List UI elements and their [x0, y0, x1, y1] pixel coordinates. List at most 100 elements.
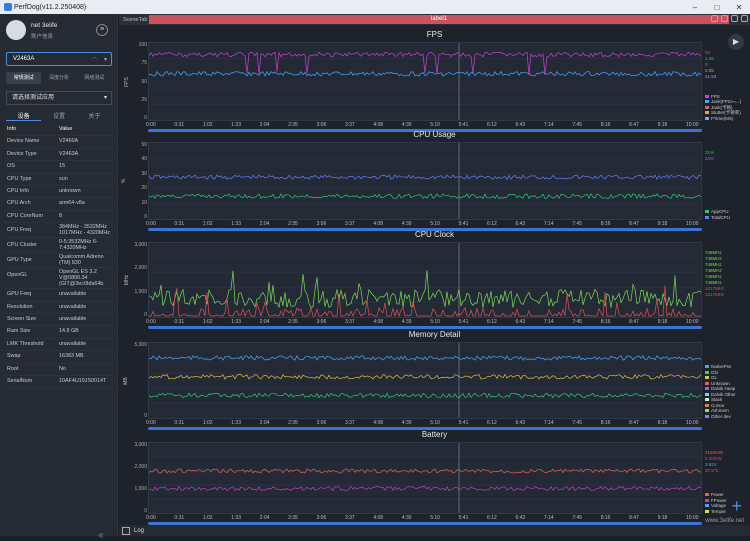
- legend-item[interactable]: Temper: [705, 509, 727, 515]
- scene-label[interactable]: label1: [149, 15, 729, 24]
- tab-about[interactable]: 关于: [88, 114, 101, 120]
- current-value: 748MHz: [705, 274, 722, 279]
- series-line: [149, 285, 704, 318]
- x-tick-label: 6:43: [515, 319, 526, 325]
- time-range-scrollbar[interactable]: [148, 427, 702, 430]
- avatar[interactable]: [6, 20, 26, 40]
- series-line: [148, 174, 704, 181]
- info-key: OpenGL: [7, 272, 28, 279]
- current-value: 2160mW: [705, 450, 724, 455]
- settings-icon[interactable]: ≡: [96, 24, 108, 36]
- legend-item[interactable]: Dalvik Other: [705, 392, 736, 398]
- scene-tab[interactable]: SceneTab: [123, 16, 148, 23]
- legend-label: Dalvik Other: [711, 391, 736, 397]
- legend-item[interactable]: Power: [705, 492, 727, 498]
- plot-area[interactable]: [148, 242, 704, 319]
- legend-label: Temper: [711, 508, 727, 514]
- time-range-scrollbar[interactable]: [148, 129, 702, 132]
- status-bar: Log: [119, 525, 750, 536]
- table-row: SerialNum 10AF4U19JS0014T: [4, 376, 114, 389]
- y-tick-label: 10: [141, 199, 147, 206]
- table-row: Device Name V2460A: [4, 136, 114, 149]
- play-button[interactable]: ▶: [728, 34, 744, 50]
- time-range-scrollbar[interactable]: [148, 326, 702, 329]
- y-tick-label: 50: [141, 142, 147, 148]
- x-tick-label: 1:02: [202, 319, 213, 325]
- current-values: 748MHz 748MHz 748MHz 748MHz 748MHz 748MHz 1017…: [705, 250, 724, 298]
- legend-item[interactable]: FPower: [705, 498, 727, 504]
- legend-item[interactable]: Ashmem: [705, 408, 736, 414]
- legend-item[interactable]: TotalCPU: [705, 215, 730, 221]
- close-button[interactable]: ✕: [735, 2, 743, 12]
- device-name: V2463A: [13, 56, 35, 62]
- x-tick-label: 4:39: [401, 221, 412, 227]
- location-icon[interactable]: [711, 15, 718, 22]
- plot-area[interactable]: [148, 342, 704, 420]
- legend-item[interactable]: NativePss: [705, 364, 736, 370]
- x-tick-label: 6:12: [487, 122, 497, 128]
- time-range-scrollbar[interactable]: [148, 522, 702, 525]
- legend-item[interactable]: GL: [705, 375, 736, 381]
- y-tick-label: 40: [141, 156, 147, 163]
- legend-item[interactable]: Jank(FPS>=...): [705, 99, 741, 105]
- chart-title: CPU Clock: [414, 230, 455, 239]
- legend-item[interactable]: FTime(MS): [705, 116, 741, 122]
- mode-tabs: 常规测试 深度分析 网络测试: [6, 72, 112, 84]
- legend-item[interactable]: Unknown: [705, 381, 736, 387]
- maximize-button[interactable]: □: [714, 2, 720, 12]
- legend-item[interactable]: Other dev: [705, 414, 736, 420]
- tab-deep-analysis[interactable]: 深度分析: [48, 75, 69, 81]
- x-tick-label: 5:10: [430, 319, 440, 325]
- x-tick-label: 1:33: [231, 122, 241, 128]
- table-row: CPU Arch arm64-v8a: [4, 198, 114, 211]
- x-tick-label: 3:06: [316, 221, 327, 227]
- legend-swatch: [705, 392, 709, 396]
- legend-swatch: [705, 116, 709, 120]
- tab-settings[interactable]: 设置: [52, 114, 65, 120]
- legend-item[interactable]: Voltage: [705, 503, 727, 509]
- x-tick-label: 9:18: [657, 420, 668, 426]
- current-values: 2160mW 0.30mW 3.82V 37.5°C: [705, 450, 723, 474]
- log-label[interactable]: Log: [134, 527, 145, 534]
- add-chart-button[interactable]: +: [731, 496, 742, 516]
- info-tabs: 设备 设置 关于: [6, 111, 112, 121]
- info-key: Device Name: [7, 138, 40, 145]
- legend-item[interactable]: AppCPU: [705, 209, 730, 215]
- log-icon[interactable]: [122, 526, 130, 535]
- current-value: 90: [705, 50, 711, 55]
- x-tick-label: 0:00: [146, 221, 156, 227]
- device-selector[interactable]: V2463A ◠ ▾: [6, 52, 112, 66]
- legend-item[interactable]: Gfx: [705, 370, 736, 376]
- legend-item[interactable]: FPS: [705, 94, 741, 100]
- info-key: OS: [7, 163, 15, 170]
- legend-item[interactable]: Dalvik Heap: [705, 386, 736, 392]
- tab-device[interactable]: 设备: [6, 111, 42, 121]
- tab-network-test[interactable]: 网络测试: [84, 75, 105, 81]
- current-value: 1017MHz: [705, 286, 725, 291]
- clock-icon[interactable]: [721, 15, 728, 22]
- app-select[interactable]: 请选择测试应用 ▾: [6, 91, 112, 105]
- table-row: Screen Size unavailable: [4, 314, 114, 327]
- current-value: 748MHz: [705, 262, 722, 267]
- legend-item[interactable]: Stutter(卡顿率): [705, 110, 741, 116]
- share-icon[interactable]: [731, 15, 738, 22]
- plot-area[interactable]: [148, 142, 704, 221]
- x-tick-label: 2:04: [259, 221, 270, 227]
- plot-area[interactable]: [148, 42, 704, 122]
- legend-item[interactable]: Cursor: [705, 403, 736, 409]
- chart-legend: Power FPower Voltage Temper: [705, 492, 727, 514]
- minimize-button[interactable]: –: [692, 2, 698, 12]
- table-header: Info Value: [4, 124, 114, 137]
- y-tick-label: 0: [144, 413, 147, 419]
- legend-swatch: [705, 210, 709, 214]
- time-range-scrollbar[interactable]: [148, 228, 702, 231]
- legend-item[interactable]: Jank(卡顿): [705, 105, 741, 111]
- plot-area[interactable]: [148, 442, 704, 515]
- account-info-link[interactable]: 账户信息: [31, 34, 54, 40]
- series-line: [148, 468, 704, 474]
- legend-item[interactable]: Stack: [705, 397, 736, 403]
- tab-normal-test[interactable]: 常规测试: [6, 72, 42, 84]
- legend-label: FTime(MS): [711, 115, 734, 121]
- info-key: Root: [7, 365, 19, 372]
- cloud-icon[interactable]: [741, 15, 748, 22]
